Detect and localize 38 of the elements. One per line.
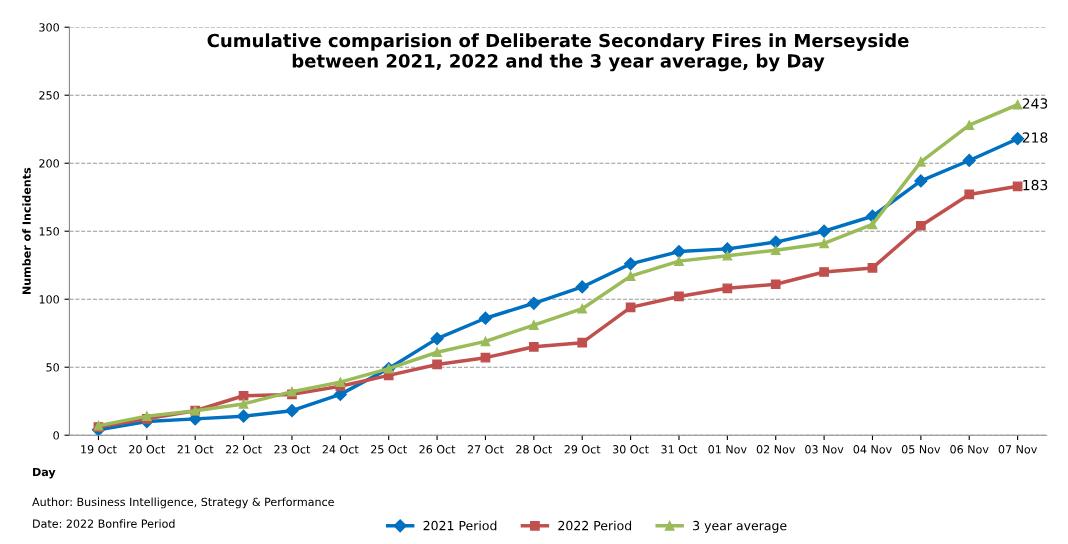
y-tick-label: 300: [39, 23, 59, 32]
x-tick-label: 06 Nov: [950, 445, 989, 454]
legend-label: 3 year average: [693, 520, 787, 533]
text: Author: Business Intelligence, Strategy & Performance: [32, 497, 334, 509]
x-tick-label: 02 Nov: [756, 445, 796, 454]
y-tick-label: 150: [39, 227, 59, 236]
x-tick-label: 31 Oct: [661, 445, 698, 454]
x-axis-title: Day: [33, 467, 56, 479]
x-tick-label: 28 Oct: [516, 445, 553, 454]
x-tick-label: 03 Nov: [805, 445, 844, 454]
x-tick-label: 01 Nov: [708, 445, 747, 454]
y-tick-label: 0: [53, 431, 59, 440]
y-tick-label: 250: [39, 91, 59, 100]
x-tick-label: 26 Oct: [419, 445, 456, 454]
x-tick-label: 19 Oct: [81, 445, 117, 454]
x-tick-label: 21 Oct: [177, 445, 214, 454]
x-tick-label: 07 Nov: [998, 445, 1037, 454]
x-tick-label: 30 Oct: [613, 445, 649, 454]
x-tick-label: 20 Oct: [129, 445, 165, 454]
text: Date: 2022 Bonfire Period: [33, 519, 175, 528]
legend-label: 2021 Period: [423, 520, 497, 531]
x-tick-label: 04 Nov: [853, 445, 892, 454]
x-tick-label: 27 Oct: [467, 445, 504, 454]
x-tick-label: 29 Oct: [564, 445, 601, 454]
y-tick-label: 200: [39, 159, 59, 168]
x-tick-label: 05 Nov: [901, 445, 941, 454]
y-tick-label: 50: [46, 363, 59, 372]
x-tick-label: 24 Oct: [322, 445, 359, 454]
text: Cumulative comparision of Deliberate Secondary Fires in Merseyside between 2021, 2022 and the 3 year average, by Day: [207, 33, 909, 72]
y-axis-title: Number of Incidents: [22, 167, 31, 295]
x-tick-label: 23 Oct: [274, 445, 311, 454]
data-label: 183: [1023, 179, 1048, 191]
x-tick-label: 22 Oct: [225, 445, 262, 454]
legend-label: 2022 Period: [558, 520, 632, 531]
data-label: 218: [1022, 132, 1048, 143]
y-tick-label: 100: [39, 295, 59, 304]
data-label: 243: [1022, 98, 1048, 109]
x-tick-label: 25 Oct: [371, 445, 407, 454]
